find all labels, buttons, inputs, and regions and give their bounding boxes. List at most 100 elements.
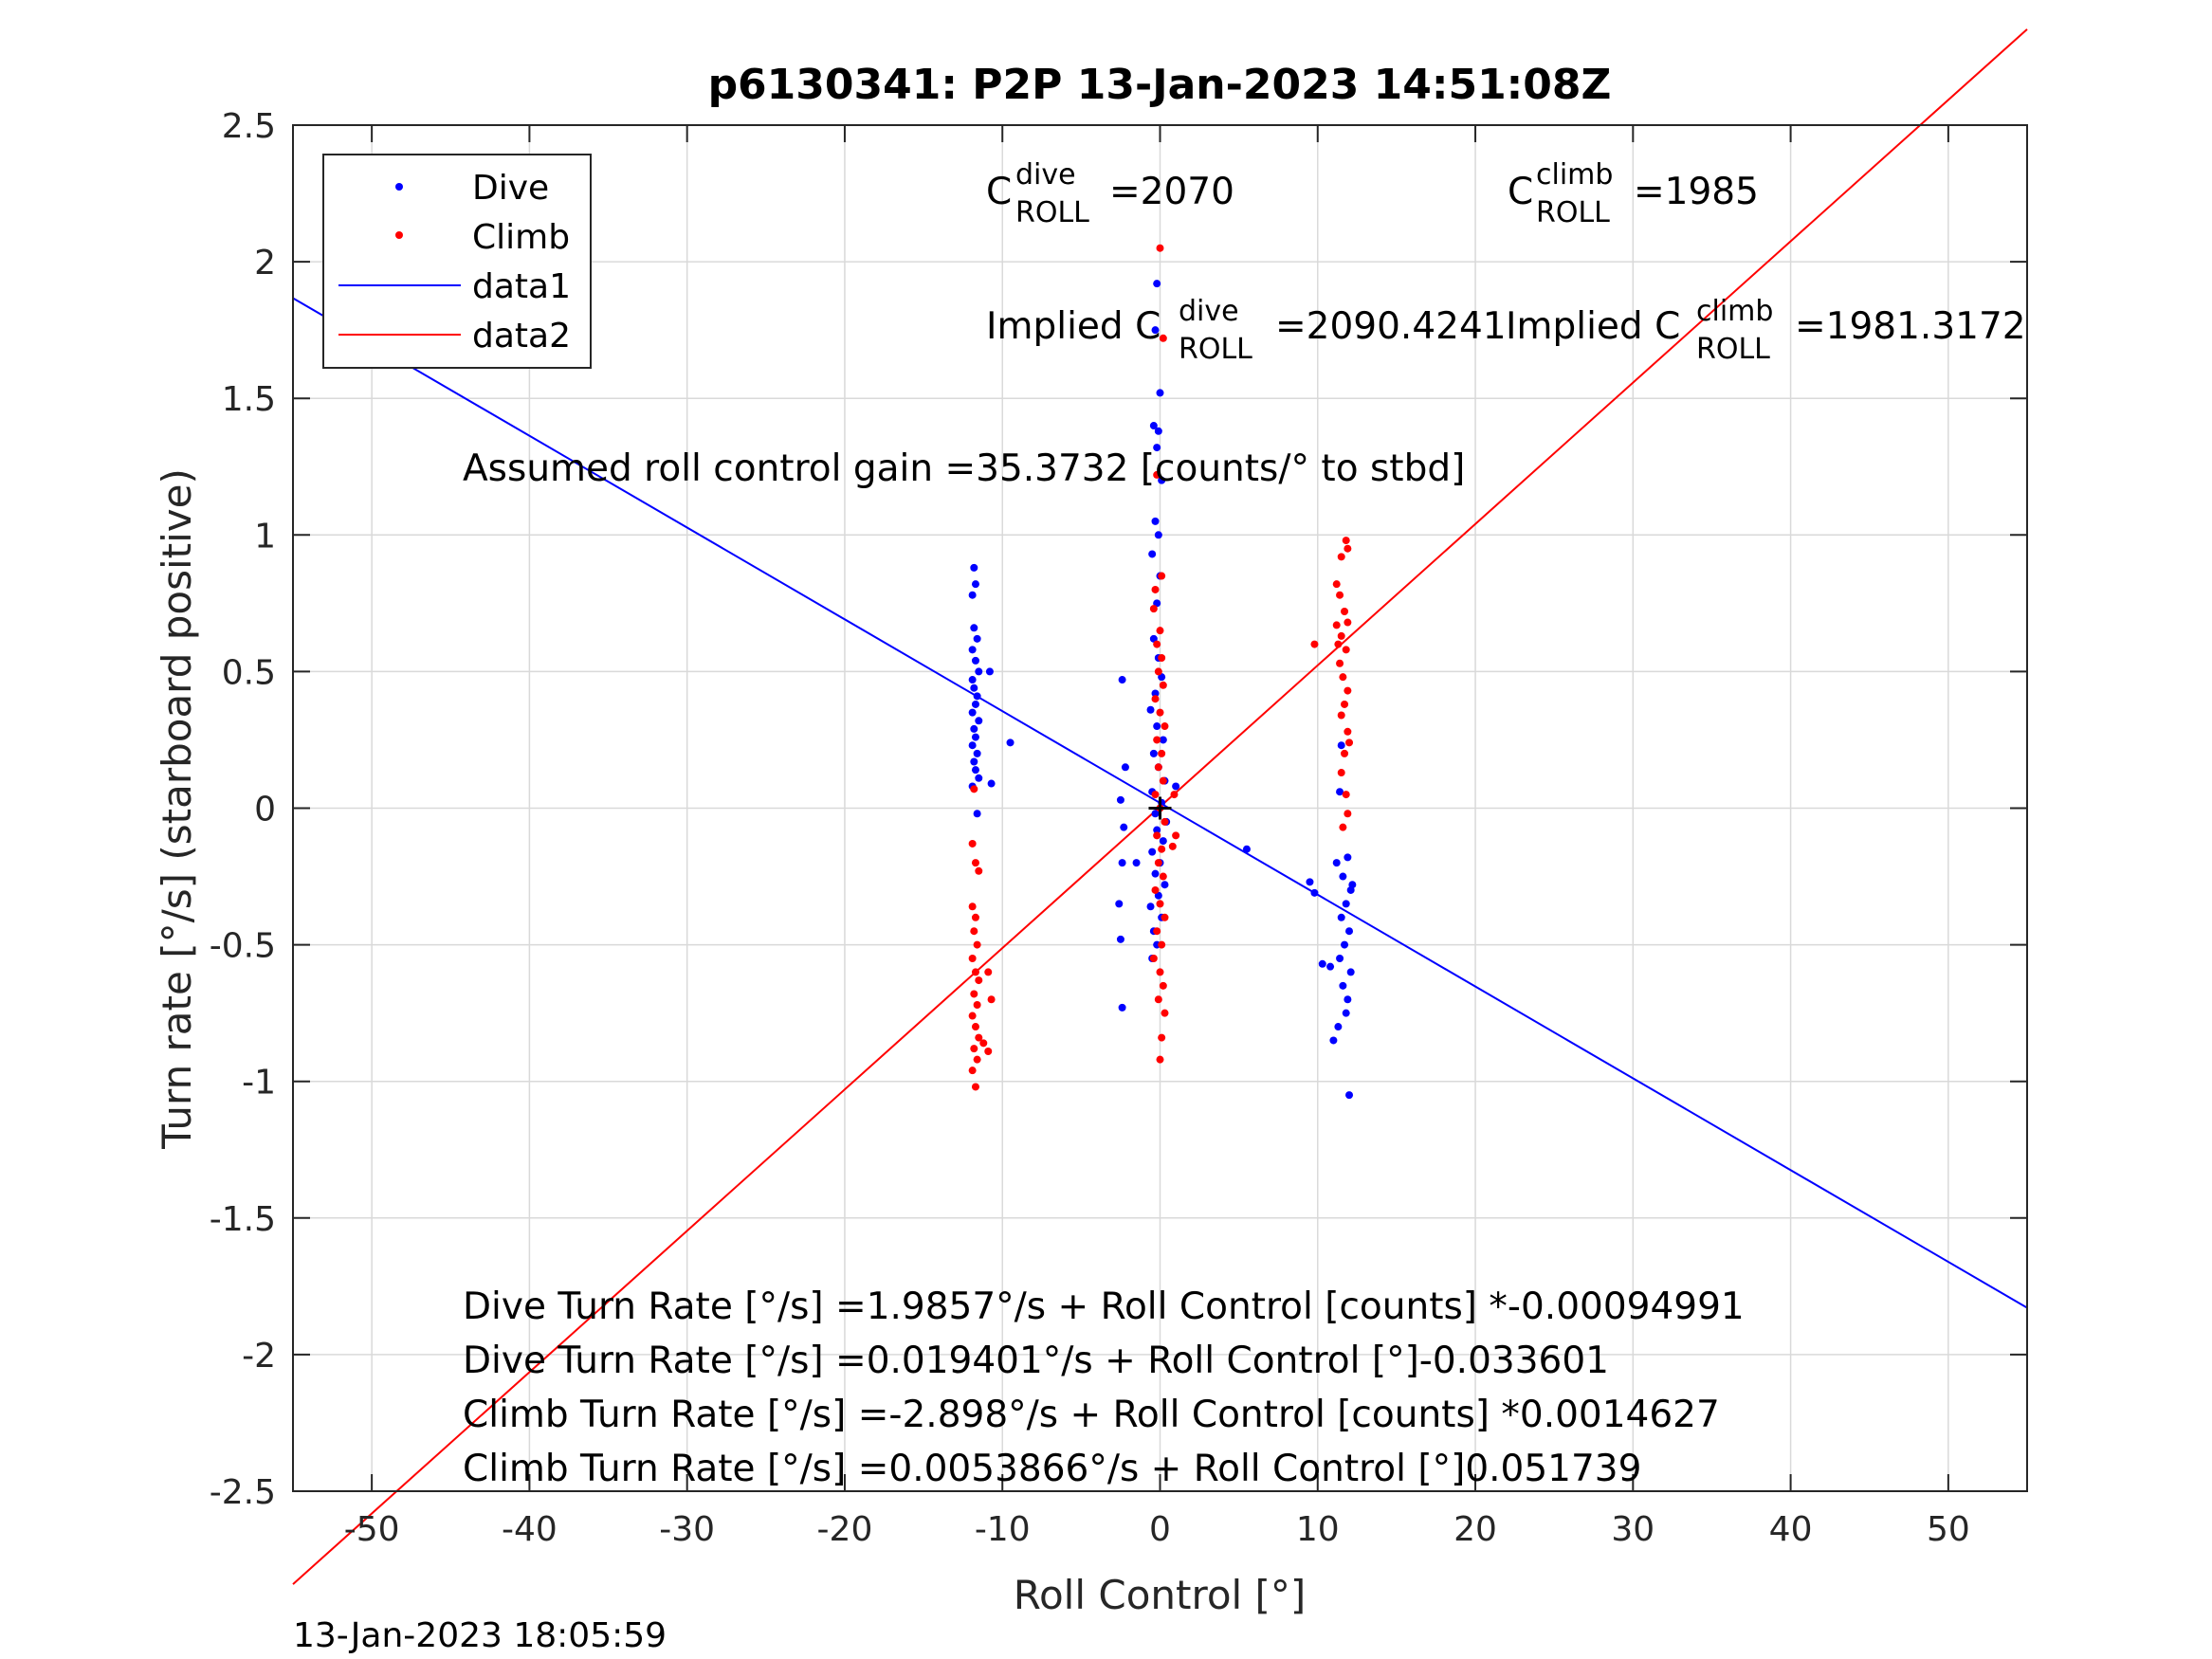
climb-point: [1339, 823, 1347, 831]
y-tick-label: -2: [242, 1337, 276, 1376]
dive-point: [1346, 968, 1355, 976]
dive-point: [1334, 1023, 1343, 1031]
climb-point: [1170, 791, 1179, 799]
climb-point: [970, 785, 978, 793]
climb-point: [1337, 631, 1345, 640]
x-tick-label: 0: [1149, 1510, 1171, 1549]
x-tick-label: -20: [817, 1510, 873, 1549]
data-points: [968, 244, 1357, 1100]
c-dive-base: C: [986, 171, 1012, 213]
climb-point: [1337, 711, 1345, 720]
climb-point: [1310, 640, 1319, 648]
dive-point: [1116, 935, 1124, 943]
climb-point: [1156, 968, 1164, 976]
y-tick-label: 2: [254, 244, 276, 283]
implied-dive-value: =2090.4241: [1275, 305, 1507, 348]
x-tick-label: -10: [975, 1510, 1031, 1549]
climb-point: [1161, 722, 1169, 731]
dive-point: [1132, 859, 1141, 867]
climb-point: [975, 866, 983, 875]
climb-point: [1159, 334, 1167, 342]
axis-ticks: -50 -40 -30 -20 -10 0 10 20 30 40 50 2.5 2 1.5 1 0.5 0 -0…: [210, 107, 2027, 1549]
climb-point: [1158, 749, 1166, 757]
climb-point: [1334, 640, 1343, 648]
climb-point: [1342, 537, 1350, 545]
dive-point: [968, 708, 977, 717]
climb-point: [971, 968, 979, 976]
dive-point: [1153, 826, 1161, 834]
legend: Dive Climb data1 data2: [322, 154, 592, 369]
dive-point: [1172, 782, 1180, 791]
y-tick-label: 0.5: [222, 653, 276, 692]
dive-point: [987, 779, 996, 788]
origin-marker: [1148, 796, 1172, 820]
implied-dive-sup: dive: [1179, 295, 1239, 328]
dive-point: [1148, 848, 1157, 856]
dive-point: [1159, 736, 1167, 744]
c-dive-sub: ROLL: [1015, 196, 1089, 229]
legend-box: [322, 154, 592, 369]
c-dive-annotation: C dive ROLL =2070: [986, 158, 1234, 229]
x-tick-label: -50: [344, 1510, 400, 1549]
climb-point: [1159, 776, 1167, 785]
dive-point: [1318, 959, 1326, 968]
dive-point: [1151, 810, 1160, 818]
legend-dive-label: Dive: [472, 169, 549, 208]
dive-point: [970, 624, 978, 632]
climb-point: [1151, 695, 1160, 703]
climb-point: [968, 839, 977, 848]
x-tick-label: -30: [659, 1510, 715, 1549]
c-climb-sup: climb: [1536, 158, 1613, 191]
climb-point: [1149, 955, 1158, 963]
climb-point: [971, 859, 979, 867]
climb-point: [979, 1039, 988, 1048]
dive-point: [971, 656, 979, 665]
dive-point: [1151, 517, 1160, 525]
climb-point: [971, 913, 979, 921]
climb-point: [1151, 791, 1160, 799]
dive-point: [1332, 859, 1341, 867]
climb-point: [1158, 1033, 1166, 1042]
implied-climb-value: =1981.3172: [1795, 305, 2026, 348]
dive-point: [1345, 927, 1354, 936]
dive-point: [1153, 280, 1161, 288]
climb-point: [1154, 763, 1162, 772]
dive-point: [1336, 955, 1344, 963]
climb-point: [1151, 885, 1160, 894]
climb-point: [1158, 653, 1166, 662]
dive-point: [1336, 788, 1344, 796]
y-tick-label: 1: [254, 517, 276, 556]
dive-point: [1159, 837, 1167, 846]
climb-point: [1156, 1055, 1164, 1064]
implied-climb-sub: ROLL: [1696, 333, 1770, 366]
climb-point: [1344, 686, 1352, 695]
climb-point: [1342, 646, 1350, 654]
c-dive-sup: dive: [1015, 158, 1076, 191]
dive-point: [1339, 872, 1347, 881]
c-climb-annotation: C climb ROLL =1985: [1508, 158, 1759, 229]
climb-point: [1158, 940, 1166, 949]
climb-point: [1154, 667, 1162, 676]
legend-data1-label: data1: [472, 267, 571, 306]
climb-point: [1345, 738, 1354, 747]
dive-point: [968, 676, 977, 684]
legend-dive-marker: [395, 183, 403, 191]
implied-climb-annotation: Implied C climb ROLL =1981.3172: [1506, 295, 2026, 366]
dive-point: [970, 684, 978, 692]
implied-dive-prefix: Implied C: [986, 305, 1161, 348]
climb-point: [1339, 673, 1347, 682]
climb-point: [968, 1066, 977, 1075]
x-tick-label: 50: [1927, 1510, 1970, 1549]
dive-point: [973, 634, 981, 643]
climb-point: [1154, 995, 1162, 1004]
climb-point: [1344, 810, 1352, 818]
climb-point: [975, 976, 983, 985]
dive-point: [1156, 389, 1164, 397]
dive-point: [1153, 722, 1161, 731]
implied-climb-sup: climb: [1696, 295, 1773, 328]
dive-point: [968, 646, 977, 654]
c-climb-sub: ROLL: [1536, 196, 1610, 229]
y-tick-label: -2.5: [210, 1473, 276, 1512]
climb-point: [975, 1033, 983, 1042]
dive-point: [1154, 427, 1162, 435]
